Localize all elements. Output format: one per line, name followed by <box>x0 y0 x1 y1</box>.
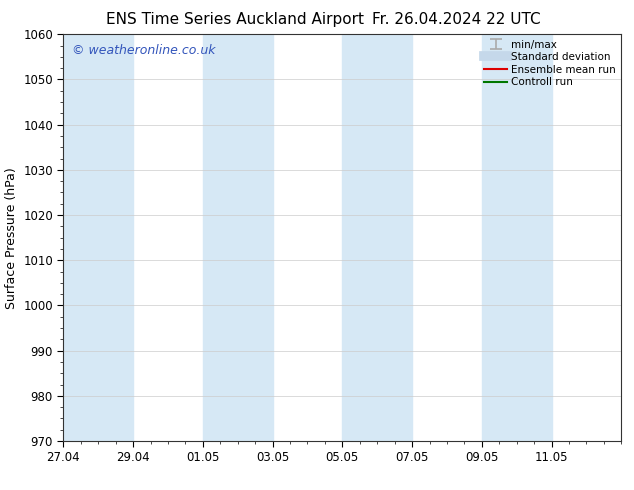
Y-axis label: Surface Pressure (hPa): Surface Pressure (hPa) <box>4 167 18 309</box>
Text: Fr. 26.04.2024 22 UTC: Fr. 26.04.2024 22 UTC <box>372 12 541 27</box>
Bar <box>482 34 552 441</box>
Text: ENS Time Series Auckland Airport: ENS Time Series Auckland Airport <box>106 12 363 27</box>
Bar <box>63 34 133 441</box>
Text: © weatheronline.co.uk: © weatheronline.co.uk <box>72 45 216 57</box>
Bar <box>342 34 412 441</box>
Bar <box>203 34 273 441</box>
Legend: min/max, Standard deviation, Ensemble mean run, Controll run: min/max, Standard deviation, Ensemble me… <box>482 37 618 89</box>
